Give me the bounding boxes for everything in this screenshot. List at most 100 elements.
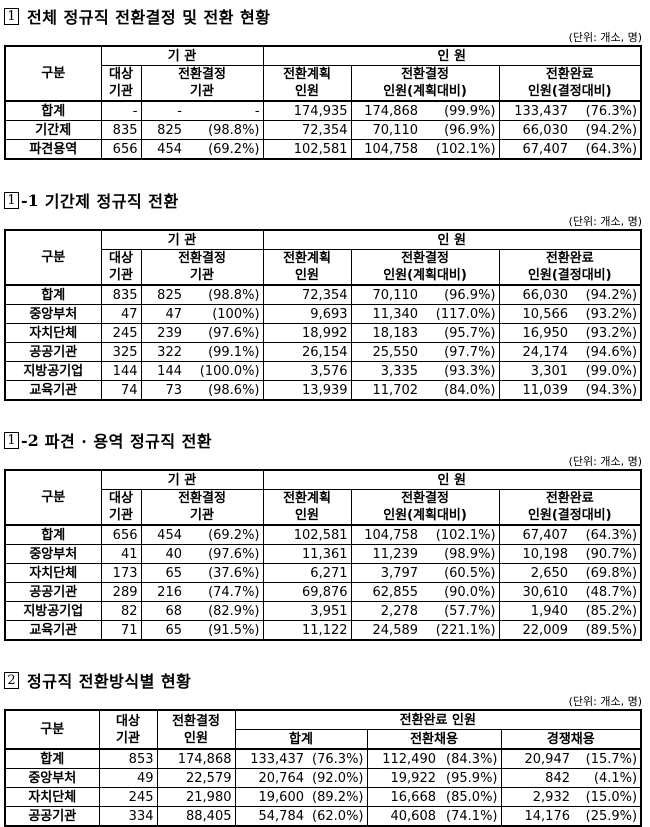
row-label: 중앙부처 (4, 304, 102, 324)
cell-c6: (98.9%) (421, 544, 500, 564)
cell-c4: (89.2%) (307, 787, 368, 807)
cell-c3: (69.2%) (185, 139, 264, 160)
cell-c5: 18,183 (350, 323, 422, 343)
section-heading: 1 -2 파견 · 용역 정규직 전환 (4, 428, 646, 452)
table-row: 자치단체 245 21,980 19,600 (89.2%) 16,668 (85.0%) 2… (4, 787, 642, 807)
table-row: 교육기관 74 73 (98.6%) 13,939 11,702 (84.0%) 11,039… (4, 380, 642, 401)
row-label: 자치단체 (4, 323, 102, 343)
cell-c2: 454 (140, 139, 185, 160)
unit-label: (단위: 개소, 명) (568, 455, 642, 468)
cell-c4: 26,154 (262, 342, 352, 362)
cell-c5: 104,758 (350, 524, 422, 545)
cell-c2: 825 (140, 284, 185, 305)
cell-c5: 24,589 (350, 620, 422, 641)
row-label: 지방공기업 (4, 361, 102, 381)
row-label: 합계 (4, 748, 100, 769)
cell-c2: 21,980 (156, 787, 236, 807)
overall-table: 구분 기 관 인 원 대상 기관 전환결정 기관 전환계획 인원 전환결정 인원(계획대… (4, 45, 643, 160)
table-row: 중앙부처 47 47 (100%) 9,693 11,340 (117.0%) 10,566(… (4, 304, 642, 324)
header-gyeoljeong-inwon: 전환결정 인원(계획대비) (350, 489, 500, 526)
section-pagyeon: 1 -2 파견 · 용역 정규직 전환 (단위: 개소, 명) 구분 기 관 인… (4, 428, 646, 641)
header-gyeoljeong-inwon: 전환결정 인원(계획대비) (350, 249, 500, 286)
header-inwon: 인 원 (262, 229, 642, 250)
cell-c3: (100%) (185, 304, 264, 324)
cell-c4: (92.0%) (307, 768, 368, 788)
cell-c8: (94.6%) (571, 342, 642, 362)
cell-c4: 11,361 (262, 544, 352, 564)
cell-c6: (96.9%) (421, 120, 500, 140)
cell-c1: 656 (100, 139, 142, 160)
cell-c5: 70,110 (350, 284, 422, 305)
cell-c3: (100.0%) (185, 361, 264, 381)
row-label: 자치단체 (4, 563, 102, 583)
cell-c6: (95.9%) (439, 768, 502, 788)
header-daesang: 대상 기관 (100, 249, 142, 286)
header-total: 합계 (234, 729, 368, 750)
cell-c7: 67,407 (498, 139, 572, 160)
cell-c6: (84.3%) (439, 748, 502, 769)
cell-c5: 19,922 (366, 768, 439, 788)
cell-c1: 41 (100, 544, 142, 564)
cell-c1: - (100, 100, 142, 121)
cell-c7: 1,940 (498, 601, 572, 621)
cell-c1: 325 (100, 342, 142, 362)
cell-c4: 102,581 (262, 139, 352, 160)
header-jeonhwan-gigwan: 전환결정 기관 (140, 489, 264, 526)
header-gyehoek: 전환계획 인원 (262, 65, 352, 102)
cell-c8: (48.7%) (571, 582, 642, 602)
cell-c2: 73 (140, 380, 185, 401)
cell-c8: (94.2%) (571, 120, 642, 140)
table-row: 공공기관 334 88,405 54,784 (62.0%) 40,608 (74.1%) 1… (4, 806, 642, 827)
cell-c6: (57.7%) (421, 601, 500, 621)
cell-c5: 2,278 (350, 601, 422, 621)
table-row: 합계 656 454 (69.2%) 102,581 104,758 (102.1%) 67,… (4, 524, 642, 545)
cell-c1: 47 (100, 304, 142, 324)
gigan-table: 구분 기 관 인 원 대상 기관 전환결정 기관 전환계획 인원 전환결정 인원(계획대… (4, 229, 643, 401)
cell-c1: 656 (100, 524, 142, 545)
cell-c5: 104,758 (350, 139, 422, 160)
cell-c1: 289 (100, 582, 142, 602)
table-row: 지방공기업 82 68 (82.9%) 3,951 2,278 (57.7%) 1,940 (8… (4, 601, 642, 621)
cell-c8: (64.3%) (571, 139, 642, 160)
cell-c2: 825 (140, 120, 185, 140)
cell-c8: (93.2%) (571, 323, 642, 343)
cell-c2: 216 (140, 582, 185, 602)
cell-c3: (98.8%) (185, 284, 264, 305)
cell-c1: 835 (100, 120, 142, 140)
cell-c3: (37.6%) (185, 563, 264, 583)
cell-c4: 18,992 (262, 323, 352, 343)
cell-c8: (64.3%) (571, 524, 642, 545)
table-row: 공공기관 289 216 (74.7%) 69,876 62,855 (90.0%) 30,6… (4, 582, 642, 602)
table-row: 합계 - - -174,935 174,868 (99.9%) 133,437 (76.3%) (4, 100, 642, 121)
cell-c1: 835 (100, 284, 142, 305)
cell-c3: (91.5%) (185, 620, 264, 641)
cell-c7: 133,437 (498, 100, 572, 121)
cell-c7: 842 (500, 768, 573, 788)
header-gyeoljeong-inwon: 전환결정 인원(계획대비) (350, 65, 500, 102)
cell-c6: (90.0%) (421, 582, 500, 602)
cell-c8: (94.3%) (571, 380, 642, 401)
header-inwon: 인 원 (262, 469, 642, 490)
cell-c7: 10,566 (498, 304, 572, 324)
cell-c1: 82 (100, 601, 142, 621)
cell-c7: 2,650 (498, 563, 572, 583)
cell-c8: (25.9%) (573, 806, 642, 827)
cell-c4: 11,122 (262, 620, 352, 641)
cell-c7: 22,009 (498, 620, 572, 641)
cell-c8: (76.3%) (571, 100, 642, 121)
row-label: 공공기관 (4, 582, 102, 602)
cell-c8: (89.5%) (571, 620, 642, 641)
cell-c7: 11,039 (498, 380, 572, 401)
cell-c6: (95.7%) (421, 323, 500, 343)
cell-c1: 74 (100, 380, 142, 401)
cell-c1: 853 (98, 748, 158, 769)
row-label: 공공기관 (4, 342, 102, 362)
cell-c6: (102.1%) (421, 524, 500, 545)
section-heading: 2 정규직 전환방식별 현황 (4, 668, 646, 692)
cell-c7: 14,176 (500, 806, 573, 827)
section-sub-number: -1 (21, 190, 39, 210)
cell-c2: 174,868 (156, 748, 236, 769)
header-daesang: 대상 기관 (100, 489, 142, 526)
cell-c8: (4.1%) (573, 768, 642, 788)
method-table: 구분 대상 기관 전환결정 인원 전환완료 인원 합계 전환채용 경쟁채용 합계 85… (4, 709, 643, 827)
